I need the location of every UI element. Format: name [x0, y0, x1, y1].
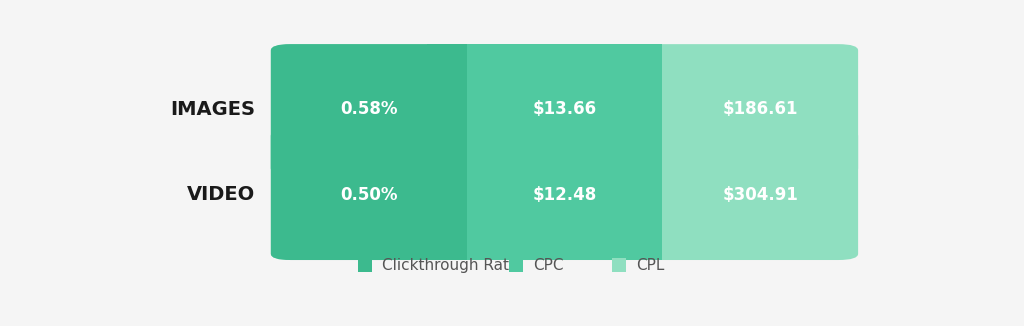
Text: $13.66: $13.66	[532, 100, 597, 118]
FancyBboxPatch shape	[270, 44, 858, 175]
FancyBboxPatch shape	[270, 129, 858, 260]
Bar	[358, 258, 373, 272]
Text: IMAGES: IMAGES	[170, 100, 255, 119]
Text: $304.91: $304.91	[722, 186, 798, 204]
Bar	[427, 129, 467, 260]
Bar	[427, 44, 467, 175]
Text: $186.61: $186.61	[723, 100, 798, 118]
Text: CPC: CPC	[532, 258, 563, 273]
Text: VIDEO: VIDEO	[186, 185, 255, 204]
Text: 0.50%: 0.50%	[340, 186, 397, 204]
Bar	[467, 44, 663, 175]
Text: 0.58%: 0.58%	[340, 100, 397, 118]
Bar	[612, 258, 627, 272]
Text: $12.48: $12.48	[532, 186, 597, 204]
Bar	[509, 258, 523, 272]
FancyBboxPatch shape	[270, 129, 467, 260]
Text: Clickthrough Rate: Clickthrough Rate	[382, 258, 518, 273]
Text: CPL: CPL	[636, 258, 665, 273]
FancyBboxPatch shape	[270, 44, 467, 175]
Bar	[467, 129, 663, 260]
